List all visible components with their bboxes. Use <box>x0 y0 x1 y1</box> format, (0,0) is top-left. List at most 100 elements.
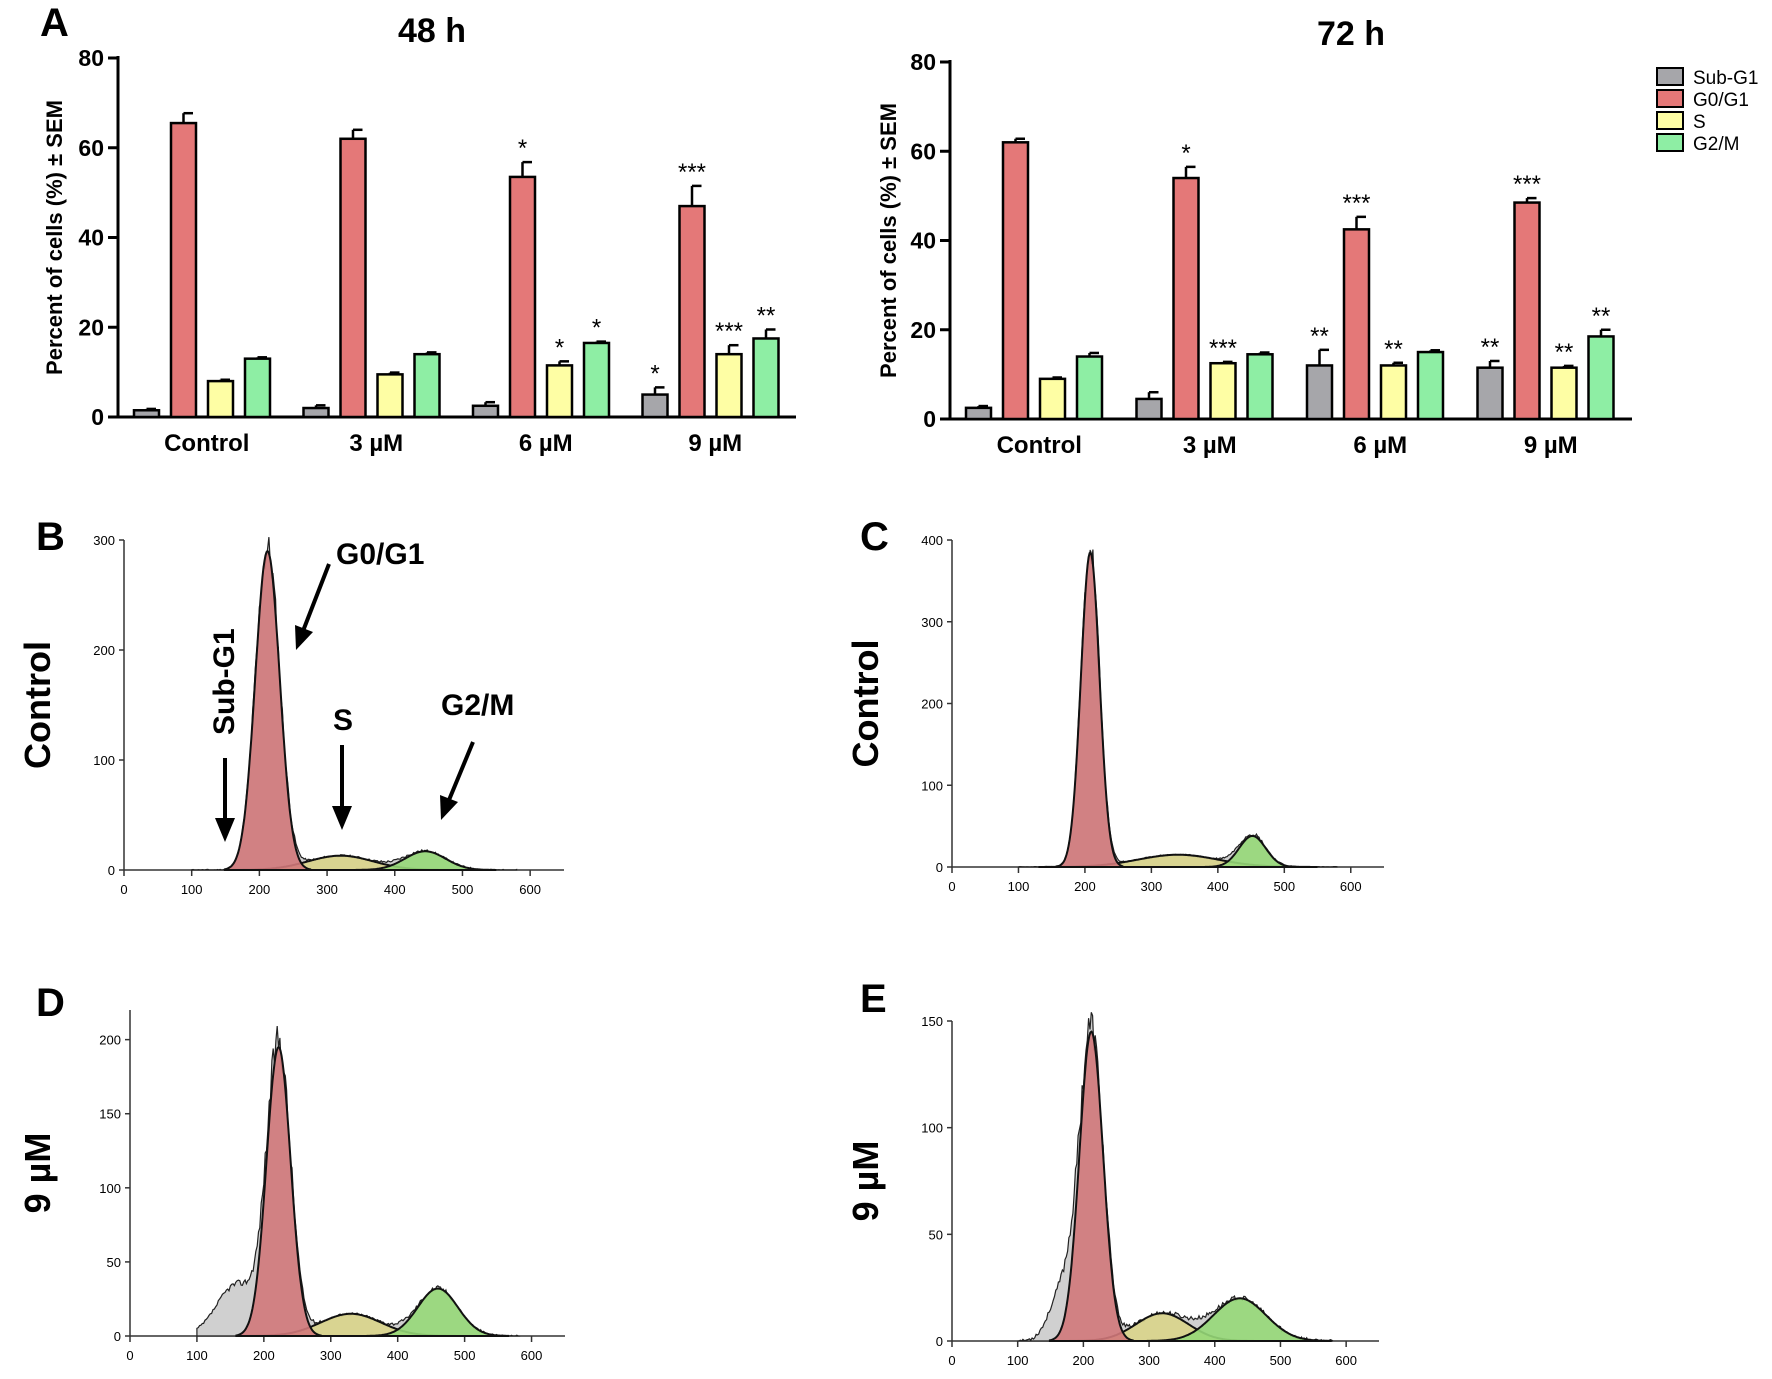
bar-s-3-m <box>376 373 404 419</box>
bar-g2-m-9-m <box>1587 335 1615 421</box>
component-g0-g1 <box>223 549 312 871</box>
bar-s-6-m <box>1379 364 1408 421</box>
x-tick-label-600: 600 <box>1335 1353 1357 1368</box>
significance-marker: ** <box>757 302 776 329</box>
panel-letter-b: B <box>36 515 65 559</box>
significance-marker: *** <box>1342 190 1370 217</box>
bar-sub-g1-control <box>132 409 161 419</box>
legend-swatch-sub-g1 <box>1656 67 1684 86</box>
significance-marker: * <box>1181 140 1190 167</box>
bar-sub-g1-control <box>964 406 993 421</box>
legend-label-g0-g1: G0/G1 <box>1693 90 1749 111</box>
significance-marker: *** <box>1209 335 1237 362</box>
histogram-c: 0 100 200 300 400 500 600 0 100 200 300 400 Control <box>845 533 1384 894</box>
bar-g0-g1-3-m <box>1172 176 1200 421</box>
x-tick-label-300: 300 <box>1138 1353 1160 1368</box>
x-tick-label-600: 600 <box>1340 879 1362 894</box>
x-tick-label-0: 0 <box>126 1348 133 1363</box>
category-label-6-m: 6 µM <box>519 430 573 457</box>
significance-marker: * <box>592 315 601 342</box>
x-tick-label-200: 200 <box>253 1348 275 1363</box>
bar-sub-g1-6-m <box>1305 364 1334 421</box>
arrow-g2m <box>440 741 475 820</box>
panel-letter-c: C <box>860 515 889 559</box>
x-tick-label-100: 100 <box>1008 879 1030 894</box>
y-tick-label-150: 150 <box>921 1014 943 1029</box>
bar-s-control <box>1038 377 1067 421</box>
y-tick-label-200: 200 <box>921 697 943 712</box>
x-tick-label-300: 300 <box>320 1348 342 1363</box>
bar-g2-m-control <box>1075 355 1104 421</box>
bar-g0-g1-9-m <box>1513 201 1541 421</box>
x-tick-label-0: 0 <box>948 1353 955 1368</box>
annotation-g2m: G2/M <box>441 689 514 722</box>
category-label-3-m: 3 µM <box>349 430 403 457</box>
bar-sub-g1-9-m <box>1476 366 1504 421</box>
legend-swatch-g0-g1 <box>1656 89 1684 108</box>
y-tick-label-40: 40 <box>910 228 936 254</box>
bar-g0-g1-control <box>169 121 198 419</box>
histogram-y-label: Control <box>17 641 58 769</box>
bar-g2-m-9-m <box>752 337 780 419</box>
bar-s-6-m <box>545 364 574 419</box>
y-tick-label-40: 40 <box>78 225 104 251</box>
significance-marker: ** <box>1310 323 1329 350</box>
category-label-3-m: 3 µM <box>1183 432 1237 459</box>
x-tick-label-200: 200 <box>1073 1353 1095 1368</box>
x-tick-label-400: 400 <box>384 882 406 897</box>
x-tick-label-300: 300 <box>1141 879 1163 894</box>
significance-marker: ** <box>1555 339 1574 366</box>
significance-marker: *** <box>1513 171 1541 198</box>
y-tick-label-20: 20 <box>910 317 936 343</box>
y-axis-label: Percent of cells (%) ± SEM <box>42 100 67 375</box>
y-tick-label-60: 60 <box>78 135 104 161</box>
histogram-e: 0 100 200 300 400 500 600 0 50 100 150 9 µM <box>845 1012 1379 1368</box>
histogram-y-label: 9 µM <box>17 1133 58 1214</box>
component-g0-g1 <box>1056 551 1125 868</box>
significance-marker: *** <box>678 159 706 186</box>
bar-sub-g1-6-m <box>471 404 500 419</box>
bar-g2-m-control <box>243 357 272 419</box>
category-label-9-m: 9 µM <box>688 430 742 457</box>
y-tick-label-50: 50 <box>929 1227 943 1242</box>
y-tick-label-0: 0 <box>936 860 943 875</box>
y-tick-label-0: 0 <box>923 406 936 432</box>
bar-chart-48h: 0 20 40 60 80 48 h Percent of cells (%) ± SEM C… <box>42 12 796 457</box>
x-tick-label-500: 500 <box>454 1348 476 1363</box>
y-tick-label-80: 80 <box>78 45 104 71</box>
y-tick-label-100: 100 <box>93 753 115 768</box>
significance-marker: * <box>518 135 527 162</box>
x-tick-label-400: 400 <box>1204 1353 1226 1368</box>
component-g0-g1 <box>1048 1030 1134 1342</box>
legend-label-sub-g1: Sub-G1 <box>1693 68 1758 89</box>
bar-g0-g1-6-m <box>508 175 537 419</box>
y-tick-label-100: 100 <box>99 1181 121 1196</box>
y-tick-label-0: 0 <box>936 1334 943 1349</box>
component-g2-m <box>354 850 497 871</box>
histogram-b: 0 100 200 300 400 500 600 0 100 200 300 Control <box>17 533 564 897</box>
y-tick-label-0: 0 <box>91 404 104 430</box>
panel-letter-a: A <box>40 1 69 45</box>
annotation-subg1: Sub-G1 <box>208 628 241 735</box>
bar-g2-m-6-m <box>582 341 611 419</box>
annotation-s: S <box>333 704 353 737</box>
legend-label-s: S <box>1693 112 1706 133</box>
annotations-b: G0/G1 Sub-G1 S G2/M <box>208 538 514 842</box>
x-tick-label-0: 0 <box>948 879 955 894</box>
x-tick-label-600: 600 <box>519 882 541 897</box>
bar-g2-m-3-m <box>413 352 441 419</box>
x-tick-label-500: 500 <box>1273 879 1295 894</box>
y-tick-label-100: 100 <box>921 1121 943 1136</box>
y-tick-label-100: 100 <box>921 778 943 793</box>
bar-g0-g1-3-m <box>339 137 367 419</box>
chart-title: 72 h <box>1317 15 1385 53</box>
bar-s-control <box>206 379 235 419</box>
x-tick-label-400: 400 <box>1207 879 1229 894</box>
annotation-g0g1: G0/G1 <box>336 538 424 571</box>
bar-sub-g1-9-m <box>641 393 669 419</box>
histogram-y-label: Control <box>845 640 886 768</box>
component-g2-m <box>1204 834 1300 868</box>
bar-sub-g1-3-m <box>1135 397 1163 421</box>
arrow-g0g1 <box>295 563 331 650</box>
